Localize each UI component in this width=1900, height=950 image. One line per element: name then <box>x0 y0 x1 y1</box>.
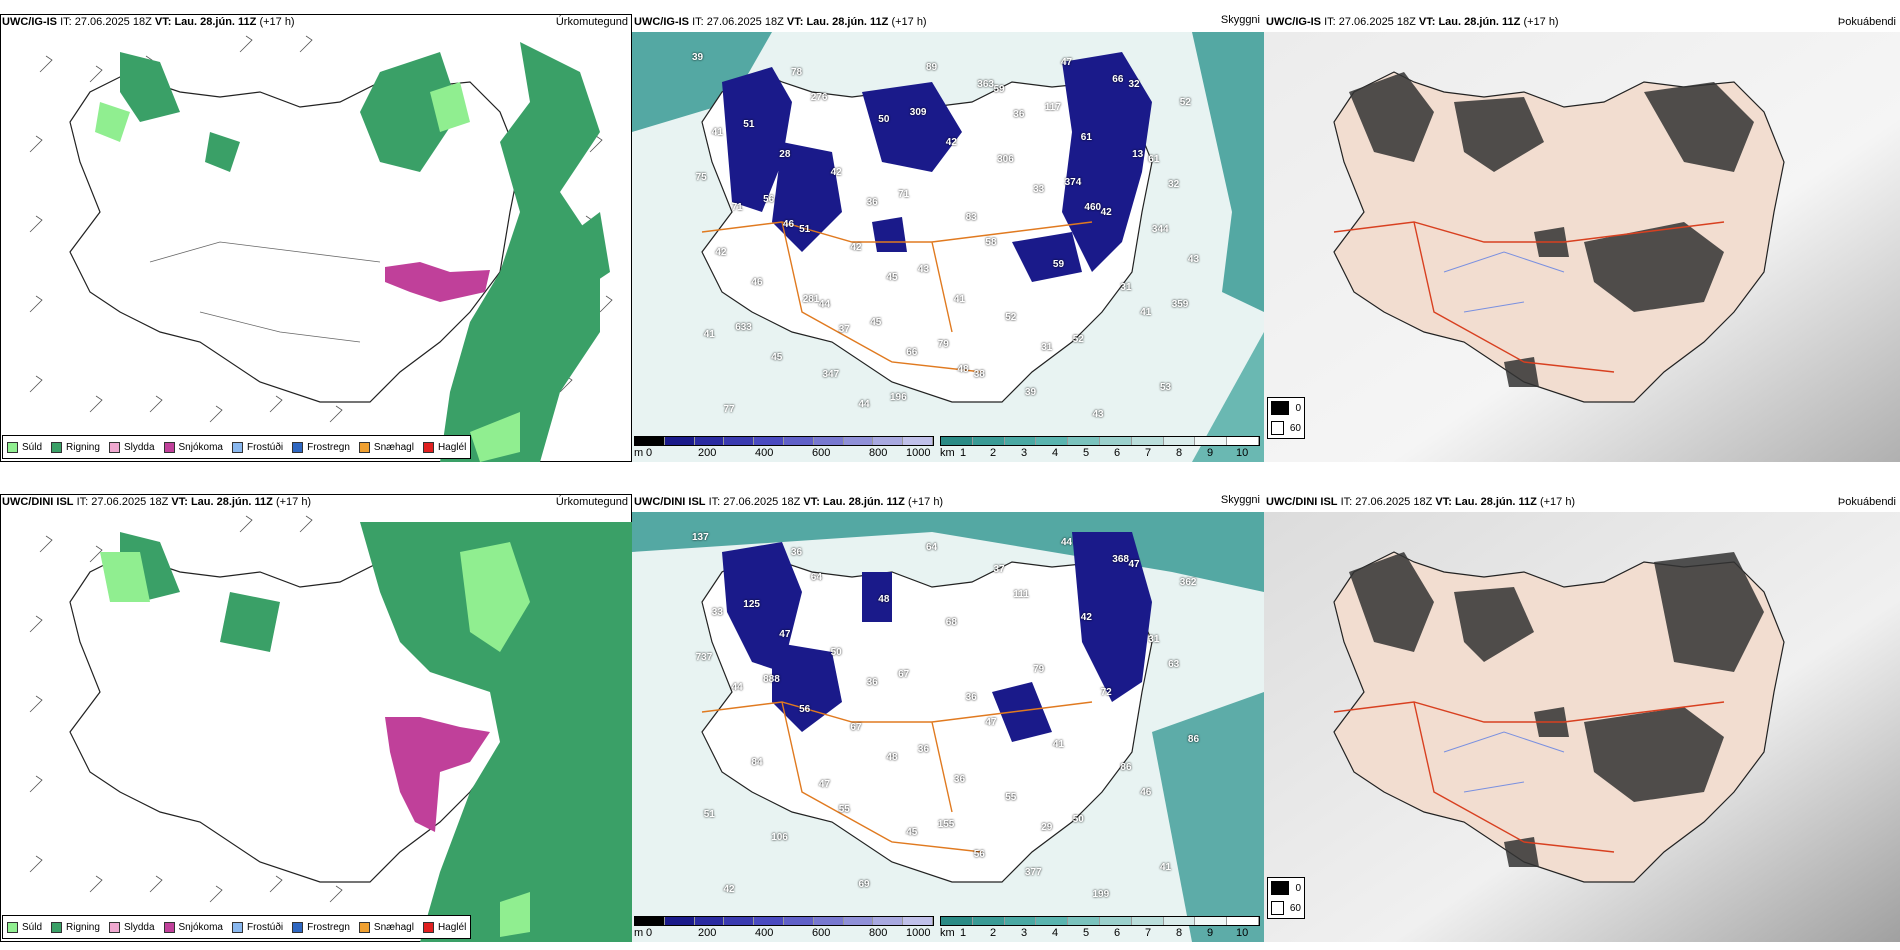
panel-header: UWC/IG-IS IT: 27.06.2025 18Z VT: Lau. 28… <box>634 16 927 28</box>
legend-item-freezing-rain: Frostregn <box>292 921 350 933</box>
visibility-legend: km 1 2 3 4 5 6 7 8 9 10 <box>940 916 1260 940</box>
cloud-visibility-panel-row2: UWC/DINI ISL IT: 27.06.2025 18Z VT: Lau.… <box>632 492 1264 942</box>
panel-title: Þokuábendi <box>1837 16 1896 28</box>
fog-dark-areas <box>1349 72 1754 387</box>
panel-title: Skyggni <box>1220 14 1260 26</box>
low-cloud-areas <box>722 532 1152 742</box>
panel-title: Skyggni <box>1220 494 1260 506</box>
legend-item-hail: Haglél <box>422 441 466 453</box>
roads <box>701 701 1093 853</box>
fog-legend: 0 60 <box>1267 877 1305 919</box>
legend-item-rain: Rigning <box>51 441 100 453</box>
legend-item-sleet: Slydda <box>108 441 155 453</box>
legend-item-hail: Haglél <box>422 921 466 933</box>
cloud-base-legend: m 0 200 400 600 800 1000 <box>634 436 934 460</box>
rivers <box>1443 251 1565 313</box>
precip-type-panel-row1: UWC/IG-IS IT: 27.06.2025 18Z VT: Lau. 28… <box>0 12 632 462</box>
legend-item-drizzle: Súld <box>7 441 42 453</box>
precip-map <box>29 515 632 942</box>
snow-area <box>385 262 490 302</box>
fog-indicator-panel-row1: UWC/IG-IS IT: 27.06.2025 18Z VT: Lau. 28… <box>1264 12 1900 462</box>
fog-map <box>1264 32 1900 462</box>
panel-title: Úrkomutegund <box>555 16 628 28</box>
legend-item-snow-pellets: Snæhagl <box>358 441 414 453</box>
legend-item-freezing-rain: Frostregn <box>292 441 350 453</box>
panel-header: UWC/DINI ISL IT: 27.06.2025 18Z VT: Lau.… <box>2 496 312 508</box>
precip-legend: Súld Rigning Slydda Snjókoma Frostúði Fr… <box>2 915 472 939</box>
panel-title: Þokuábendi <box>1837 496 1896 508</box>
precip-legend: Súld Rigning Slydda Snjókoma Frostúði Fr… <box>2 435 472 459</box>
fog-indicator-panel-row2: UWC/DINI ISL IT: 27.06.2025 18Z VT: Lau.… <box>1264 492 1900 942</box>
legend-item-snow-pellets: Snæhagl <box>358 921 414 933</box>
fog-legend: 0 60 <box>1267 397 1305 439</box>
precip-type-panel-row2: UWC/DINI ISL IT: 27.06.2025 18Z VT: Lau.… <box>0 492 632 942</box>
cloud-map <box>632 512 1264 942</box>
roads <box>1333 701 1725 853</box>
rivers <box>1443 731 1565 793</box>
legend-item-rain: Rigning <box>51 921 100 933</box>
roads <box>701 221 1093 373</box>
legend-item-drizzle: Súld <box>7 921 42 933</box>
fog-dark-areas <box>1349 552 1764 867</box>
panel-header: UWC/IG-IS IT: 27.06.2025 18Z VT: Lau. 28… <box>1266 16 1559 28</box>
legend-item-snow: Snjókoma <box>163 921 223 933</box>
panel-header: UWC/IG-IS IT: 27.06.2025 18Z VT: Lau. 28… <box>2 16 295 28</box>
roads <box>1333 221 1725 373</box>
fog-map <box>1264 512 1900 942</box>
precip-frame <box>0 14 632 462</box>
legend-item-sleet: Slydda <box>108 921 155 933</box>
snow-area <box>385 717 490 832</box>
rain-areas <box>120 42 610 462</box>
legend-item-freezing-drizzle: Frostúði <box>231 441 283 453</box>
legend-item-snow: Snjókoma <box>163 441 223 453</box>
low-cloud-areas <box>722 52 1152 282</box>
precip-map <box>29 35 613 462</box>
panel-title: Úrkomutegund <box>555 496 628 508</box>
drizzle-areas <box>100 542 530 937</box>
panel-header: UWC/DINI ISL IT: 27.06.2025 18Z VT: Lau.… <box>1266 496 1576 508</box>
panel-header: UWC/DINI ISL IT: 27.06.2025 18Z VT: Lau.… <box>634 496 944 508</box>
cloud-visibility-panel-row1: UWC/IG-IS IT: 27.06.2025 18Z VT: Lau. 28… <box>632 12 1264 462</box>
drizzle-areas <box>95 82 520 462</box>
roads <box>149 241 381 343</box>
legend-item-freezing-drizzle: Frostúði <box>231 921 283 933</box>
visibility-legend: km 1 2 3 4 5 6 7 8 9 10 <box>940 436 1260 460</box>
cloud-base-legend: m 0 200 400 600 800 1000 <box>634 916 934 940</box>
cloud-map <box>632 32 1264 462</box>
